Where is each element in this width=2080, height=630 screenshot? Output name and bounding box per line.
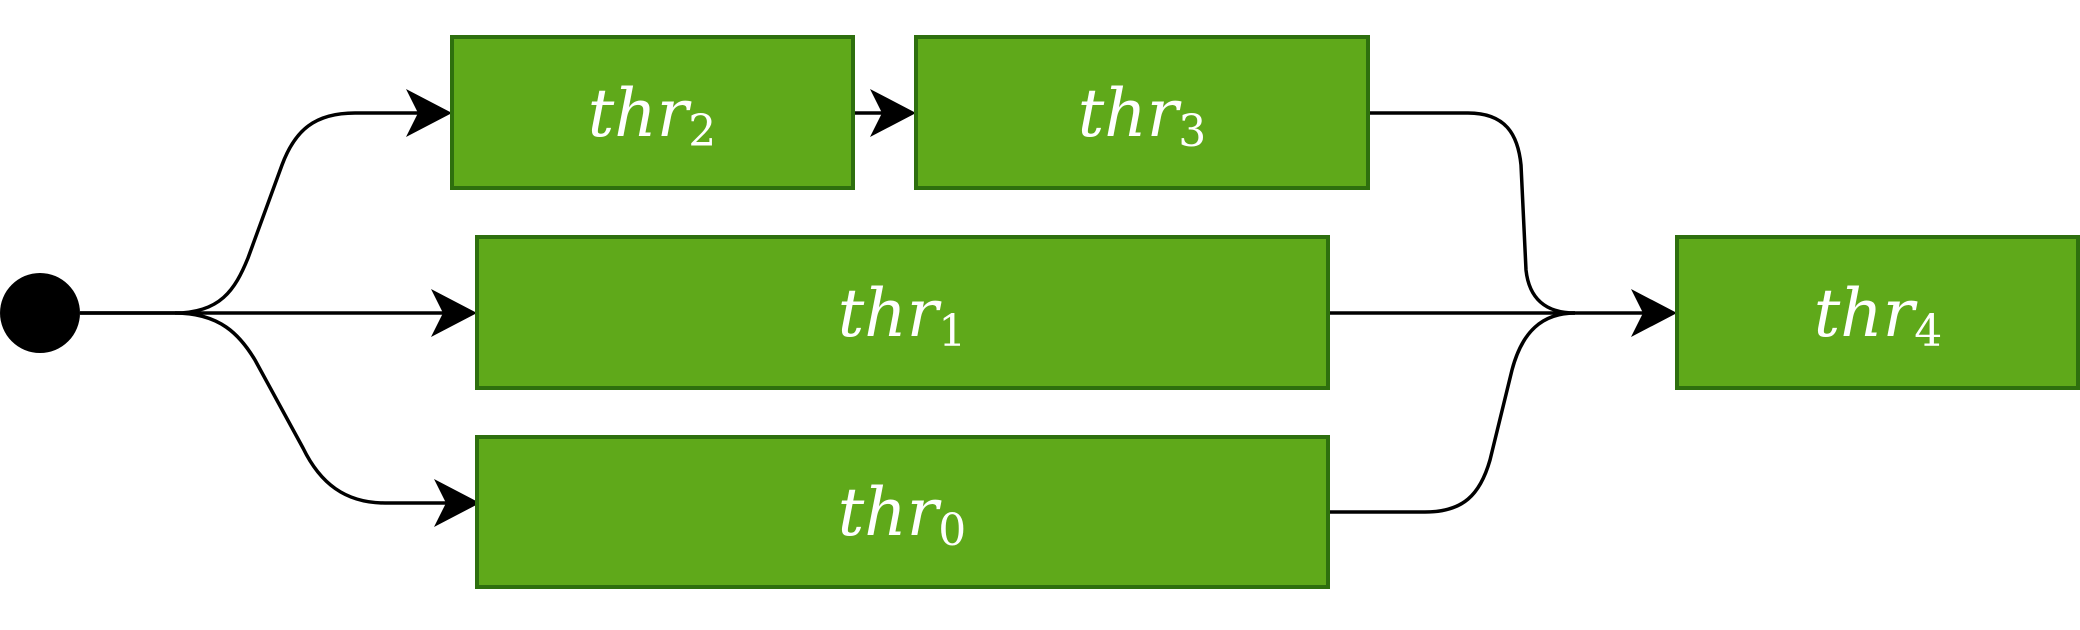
node-thr4-label: thr xyxy=(1814,275,1918,352)
node-thr1-label: thr xyxy=(838,275,942,352)
svg-text:thr3: thr3 xyxy=(1078,75,1207,157)
arrowhead-thr4 xyxy=(1631,289,1677,337)
node-thr2: thr2 xyxy=(450,35,855,190)
node-thr1: thr1 xyxy=(475,235,1330,390)
start-node xyxy=(0,273,80,353)
node-thr3-subscript: 3 xyxy=(1178,106,1206,157)
svg-text:thr2: thr2 xyxy=(588,75,717,157)
svg-text:thr1: thr1 xyxy=(838,275,967,357)
arrowhead-thr3 xyxy=(870,89,916,137)
edge-start-thr0 xyxy=(174,311,448,505)
node-thr0-subscript: 0 xyxy=(938,505,966,556)
node-thr3: thr3 xyxy=(914,35,1370,190)
node-thr1-subscript: 1 xyxy=(938,306,966,357)
node-thr0: thr0 xyxy=(475,435,1330,589)
node-thr4-subscript: 4 xyxy=(1914,306,1942,357)
node-thr2-subscript: 2 xyxy=(688,106,716,157)
node-thr2-label: thr xyxy=(588,75,692,152)
node-thr0-label: thr xyxy=(838,474,942,551)
arrowhead-thr0 xyxy=(434,479,480,527)
edge-thr3-thr4 xyxy=(1368,111,1576,315)
edges xyxy=(80,89,1677,527)
arrowhead-thr1 xyxy=(431,289,477,337)
node-thr4: thr4 xyxy=(1675,235,2080,390)
edge-thr0-thr4 xyxy=(1328,311,1576,514)
svg-text:thr4: thr4 xyxy=(1814,275,1943,357)
svg-text:thr0: thr0 xyxy=(838,474,967,556)
node-thr3-label: thr xyxy=(1078,75,1182,152)
edge-start-thr2 xyxy=(80,111,420,315)
arrowhead-thr2 xyxy=(406,89,452,137)
